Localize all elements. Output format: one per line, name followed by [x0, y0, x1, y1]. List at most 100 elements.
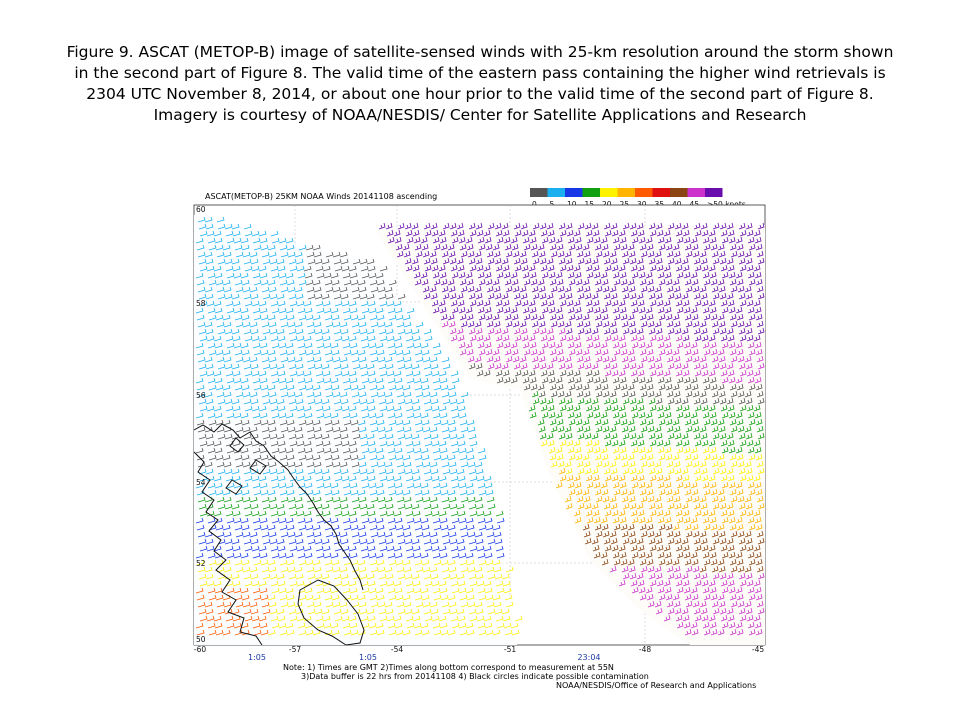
wind-barb: [468, 573, 477, 580]
wind-barb: [628, 285, 636, 293]
wind-barb: [332, 531, 341, 538]
wind-barb: [360, 615, 369, 622]
wind-barb: [692, 250, 700, 258]
wind-barb: [231, 293, 240, 300]
wind-barb: [379, 580, 388, 587]
wind-barb: [628, 495, 636, 503]
wind-barb: [323, 377, 332, 384]
wind-barb: [216, 601, 225, 608]
wind-barb: [613, 383, 621, 391]
wind-barb: [655, 607, 663, 615]
wind-barb: [379, 265, 388, 272]
wind-barb: [592, 264, 600, 272]
wind-barb: [438, 475, 447, 482]
wind-barb: [657, 271, 665, 279]
wind-barb: [231, 328, 240, 335]
wind-barb: [359, 538, 368, 545]
wind-barb: [550, 285, 558, 293]
wind-barb: [501, 327, 509, 335]
wind-barb: [658, 523, 666, 531]
wind-barb: [638, 306, 646, 314]
wind-barb: [262, 503, 271, 510]
wind-barb: [258, 545, 267, 552]
wind-barb: [703, 383, 711, 391]
wind-barb: [484, 236, 492, 244]
wind-barb: [711, 565, 719, 573]
wind-barb: [674, 257, 682, 265]
wind-barb: [681, 537, 689, 545]
wind-barb: [753, 334, 761, 342]
wind-barb: [216, 216, 225, 223]
wind-barb: [709, 411, 717, 419]
wind-barb: [621, 460, 629, 468]
wind-barb: [424, 580, 433, 587]
wind-barb: [656, 299, 664, 307]
wind-barb: [636, 502, 644, 510]
wind-barb: [287, 251, 296, 258]
wind-barb: [475, 222, 483, 230]
wind-barb: [748, 593, 756, 601]
wind-barb: [523, 383, 531, 391]
wind-barb: [657, 446, 665, 454]
wind-barb: [206, 370, 215, 377]
wind-barb: [358, 496, 367, 503]
wind-barb: [330, 622, 339, 629]
wind-barb: [433, 243, 441, 251]
wind-barb: [665, 243, 673, 251]
wind-barb: [673, 390, 681, 398]
wind-barb: [681, 432, 689, 440]
wind-barb: [602, 425, 610, 433]
wind-barb: [225, 370, 234, 377]
wind-barb: [213, 335, 222, 342]
wind-barb: [350, 384, 359, 391]
wind-barb: [286, 279, 295, 286]
wind-barb: [476, 369, 484, 377]
wind-barb: [316, 482, 325, 489]
wind-barb: [685, 565, 693, 573]
wind-barb: [675, 579, 683, 587]
wind-barb: [276, 433, 285, 440]
wind-barb: [278, 272, 287, 279]
wind-barb: [294, 496, 303, 503]
wind-barb: [375, 342, 384, 349]
wind-barb: [621, 390, 629, 398]
wind-barb: [360, 545, 369, 552]
wind-barb: [521, 299, 529, 307]
wind-barb: [702, 551, 710, 559]
wind-barb: [710, 488, 718, 496]
wind-barb: [754, 481, 762, 489]
wind-barb: [702, 376, 710, 384]
wind-barb: [475, 608, 484, 615]
wind-barb: [224, 468, 233, 475]
wind-barb: [333, 363, 342, 370]
wind-barb: [658, 383, 666, 391]
wind-barb: [549, 453, 557, 461]
wind-barb: [448, 496, 457, 503]
wind-barb: [312, 454, 321, 461]
wind-barb: [331, 384, 340, 391]
wind-barb: [718, 600, 726, 608]
wind-barb: [737, 425, 745, 433]
wind-barb: [681, 362, 689, 370]
wind-barb: [459, 489, 468, 496]
wind-barb: [285, 377, 294, 384]
wind-barb: [351, 356, 360, 363]
wind-barb: [693, 292, 701, 300]
wind-barb: [618, 334, 626, 342]
wind-barb: [474, 496, 483, 503]
wind-barb: [457, 615, 466, 622]
wind-barb: [739, 299, 747, 307]
wind-barb: [369, 454, 378, 461]
wind-barb: [196, 314, 205, 321]
wind-barb: [531, 250, 539, 258]
wind-barb: [591, 537, 599, 545]
wind-barb: [654, 565, 662, 573]
wind-barb: [593, 271, 601, 279]
wind-barb: [296, 510, 305, 517]
wind-barb: [700, 362, 708, 370]
wind-barb: [584, 467, 592, 475]
wind-barb: [459, 524, 468, 531]
wind-barb: [591, 222, 599, 230]
wind-barb: [691, 558, 699, 566]
wind-barb: [755, 488, 763, 496]
